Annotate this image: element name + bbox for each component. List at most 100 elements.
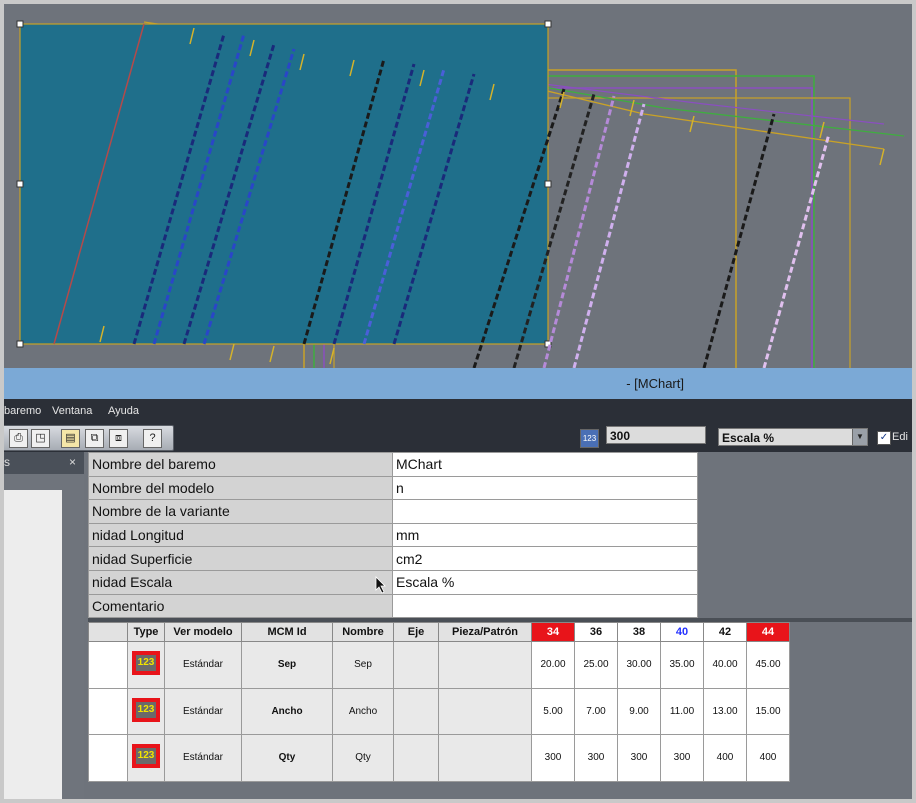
property-value[interactable]: [392, 593, 698, 619]
pieza-cell[interactable]: [438, 641, 532, 689]
pieza-cell[interactable]: [438, 687, 532, 735]
type-cell[interactable]: 123: [127, 734, 165, 782]
preview-icon[interactable]: ◳: [31, 429, 50, 448]
menu-ventana[interactable]: Ventana: [52, 405, 93, 417]
left-panel-tab[interactable]: s: [4, 455, 10, 469]
size-value-cell[interactable]: 11.00: [660, 687, 704, 735]
edit-checkbox[interactable]: ✓: [877, 431, 891, 445]
mcm-id-cell[interactable]: Qty: [241, 734, 333, 782]
menu-baremo[interactable]: baremo: [4, 405, 42, 417]
size-value-cell[interactable]: 30.00: [617, 641, 661, 689]
eje-cell[interactable]: [393, 641, 439, 689]
size-value-cell[interactable]: 13.00: [703, 687, 747, 735]
type-cell[interactable]: 123: [127, 641, 165, 689]
paste-icon[interactable]: ⧈: [109, 429, 128, 448]
grid-header-blank: [88, 622, 128, 642]
mcm-id-cell[interactable]: Sep: [241, 641, 333, 689]
close-icon[interactable]: ×: [68, 455, 76, 469]
property-value[interactable]: [392, 499, 698, 524]
size-value-cell[interactable]: 20.00: [531, 641, 575, 689]
size-value-cell[interactable]: 9.00: [617, 687, 661, 735]
size-value-cell[interactable]: 25.00: [574, 641, 618, 689]
chevron-down-icon[interactable]: ▼: [852, 429, 867, 445]
grid-header-size-38[interactable]: 38: [617, 622, 661, 642]
sizes-grid: Type Ver modelo MCM Id Nombre Eje Pieza/…: [88, 622, 790, 782]
copy-icon[interactable]: ⧉: [85, 429, 104, 448]
grid-header-row: Type Ver modelo MCM Id Nombre Eje Pieza/…: [88, 622, 790, 642]
grid-header-ver-modelo[interactable]: Ver modelo: [164, 622, 242, 642]
grid-header-size-40[interactable]: 40: [660, 622, 704, 642]
property-key: Nombre de la variante: [88, 499, 393, 524]
scale-type-value: Escala %: [722, 431, 775, 445]
size-value-cell[interactable]: 45.00: [746, 641, 790, 689]
ver-modelo-cell[interactable]: Estándar: [164, 734, 242, 782]
size-value-cell[interactable]: 15.00: [746, 687, 790, 735]
tick-marks: [99, 27, 885, 365]
row-selector[interactable]: [88, 687, 128, 735]
grid-header-nombre[interactable]: Nombre: [332, 622, 394, 642]
mouse-cursor-icon: [375, 576, 386, 594]
size-value-cell[interactable]: 7.00: [574, 687, 618, 735]
type-cell[interactable]: 123: [127, 687, 165, 735]
scale-type-select[interactable]: Escala % ▼: [718, 428, 868, 446]
left-panel-header: s ×: [4, 452, 84, 474]
size-value-cell[interactable]: 40.00: [703, 641, 747, 689]
menu-ayuda[interactable]: Ayuda: [108, 405, 139, 417]
size-value-cell[interactable]: 35.00: [660, 641, 704, 689]
table-row[interactable]: 123 Estándar Qty Qty 300 300 300 300 400…: [88, 734, 790, 782]
grid-header-size-36[interactable]: 36: [574, 622, 618, 642]
size-value-cell[interactable]: 5.00: [531, 687, 575, 735]
grid-header-size-42[interactable]: 42: [703, 622, 747, 642]
grid-header-mcm-id[interactable]: MCM Id: [241, 622, 333, 642]
menu-bar: baremo Ventana Ayuda: [4, 399, 912, 423]
size-value-cell[interactable]: 300: [531, 734, 575, 782]
open-folder-icon[interactable]: ▤: [61, 429, 80, 448]
ver-modelo-cell[interactable]: Estándar: [164, 641, 242, 689]
eje-cell[interactable]: [393, 734, 439, 782]
property-key: nidad Longitud: [88, 522, 393, 548]
size-value-cell[interactable]: 300: [660, 734, 704, 782]
pattern-canvas[interactable]: [4, 4, 912, 368]
left-panel-content[interactable]: [4, 490, 62, 799]
size-value-cell[interactable]: 300: [617, 734, 661, 782]
property-row: nidad Superficie cm2: [88, 546, 698, 571]
property-value[interactable]: cm2: [392, 546, 698, 571]
size-value-cell[interactable]: 300: [574, 734, 618, 782]
table-row[interactable]: 123 Estándar Sep Sep 20.00 25.00 30.00 3…: [88, 641, 790, 689]
print-icon[interactable]: ⎙: [9, 429, 28, 448]
edit-label: Edi: [892, 431, 908, 443]
nombre-cell[interactable]: Ancho: [332, 687, 394, 735]
numeric-type-icon: 123: [132, 651, 160, 676]
handle-mr: [544, 180, 552, 188]
property-value[interactable]: Escala %: [392, 569, 698, 595]
row-selector[interactable]: [88, 734, 128, 782]
mcm-id-cell[interactable]: Ancho: [241, 687, 333, 735]
handle-tr: [544, 20, 552, 28]
handle-tl: [16, 20, 24, 28]
table-row[interactable]: 123 Estándar Ancho Ancho 5.00 7.00 9.00 …: [88, 687, 790, 735]
left-panel: s ×: [4, 452, 84, 799]
grid-header-size-34[interactable]: 34: [531, 622, 575, 642]
property-value[interactable]: MChart: [392, 452, 698, 477]
grid-header-size-44[interactable]: 44: [746, 622, 790, 642]
scale-input[interactable]: 300: [606, 426, 706, 444]
nombre-cell[interactable]: Qty: [332, 734, 394, 782]
size-value-cell[interactable]: 400: [703, 734, 747, 782]
size-value-cell[interactable]: 400: [746, 734, 790, 782]
window-title: - [MChart]: [626, 376, 684, 391]
grid-header-type[interactable]: Type: [127, 622, 165, 642]
pattern-drawing: [16, 20, 905, 368]
property-value[interactable]: mm: [392, 522, 698, 548]
pieza-cell[interactable]: [438, 734, 532, 782]
eje-cell[interactable]: [393, 687, 439, 735]
nombre-cell[interactable]: Sep: [332, 641, 394, 689]
grid-header-pieza-patron[interactable]: Pieza/Patrón: [438, 622, 532, 642]
property-value[interactable]: n: [392, 475, 698, 501]
help-icon[interactable]: ?: [143, 429, 162, 448]
row-selector[interactable]: [88, 641, 128, 689]
numeric-type-icon: 123: [132, 697, 160, 722]
numeric-value-icon: 123: [580, 429, 599, 448]
ver-modelo-cell[interactable]: Estándar: [164, 687, 242, 735]
numeric-type-icon: 123: [132, 744, 160, 769]
grid-header-eje[interactable]: Eje: [393, 622, 439, 642]
